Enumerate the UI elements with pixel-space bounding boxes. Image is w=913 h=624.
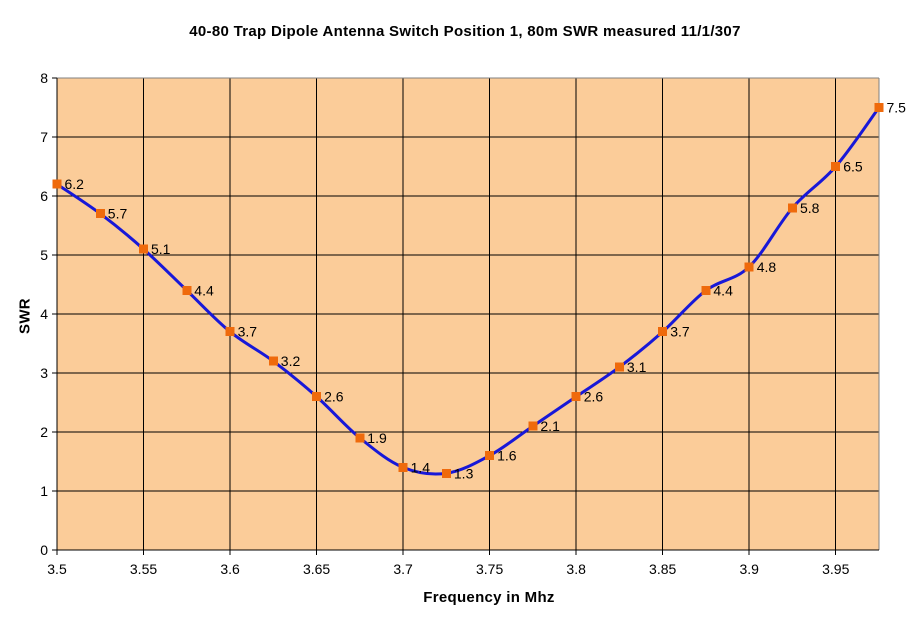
plot-border (57, 77, 880, 550)
x-tick-label: 3.55 (130, 561, 157, 577)
data-point-label: 3.1 (627, 359, 647, 375)
x-tick-label: 3.75 (476, 561, 503, 577)
data-point-label: 3.2 (281, 353, 301, 369)
y-tick-label: 6 (40, 188, 48, 204)
x-tick-label: 3.85 (649, 561, 676, 577)
data-point-marker (95, 209, 105, 219)
x-axis-title: Frequency in Mhz (423, 589, 555, 606)
data-point-marker (701, 285, 711, 295)
data-point-marker (225, 327, 235, 337)
data-point-label: 5.1 (151, 241, 171, 257)
data-point-label: 1.9 (367, 430, 387, 446)
x-tick-label: 3.65 (303, 561, 330, 577)
data-point-marker (485, 451, 495, 461)
data-point-label: 6.5 (843, 159, 863, 175)
y-tick-label: 5 (40, 247, 48, 263)
data-point-label: 4.4 (713, 282, 733, 298)
y-tick-label: 2 (40, 424, 48, 440)
x-tick-label: 3.8 (566, 561, 586, 577)
data-point-label: 5.7 (108, 206, 128, 222)
data-point-marker (52, 179, 62, 189)
data-point-label: 2.6 (324, 389, 344, 405)
chart-title: 40-80 Trap Dipole Antenna Switch Positio… (189, 23, 741, 40)
data-point-marker (398, 462, 408, 472)
x-tick-label: 3.9 (739, 561, 759, 577)
data-point-marker (831, 162, 841, 171)
y-tick-label: 1 (40, 483, 48, 499)
y-tick-label: 3 (40, 365, 48, 381)
data-point-marker (312, 392, 322, 402)
data-point-label: 3.7 (670, 324, 690, 340)
data-point-label: 4.8 (757, 259, 777, 275)
data-point-marker (571, 392, 581, 402)
data-point-label: 2.6 (584, 389, 604, 405)
data-point-label: 1.4 (411, 459, 431, 475)
data-point-marker (441, 468, 451, 478)
x-tick-label: 3.95 (822, 561, 849, 577)
data-point-marker (139, 244, 148, 254)
x-tick-label: 3.6 (220, 561, 240, 577)
data-point-marker (788, 203, 797, 213)
axes (52, 77, 879, 555)
data-point-label: 7.5 (887, 100, 907, 116)
data-points: 6.2 5.7 5.1 4.4 3.7 3.2 2.6 1.9 1.4 1.3 1.6 2.1 2.6 3… (52, 100, 907, 481)
data-point-marker (268, 356, 278, 366)
x-tick-label: 3.5 (47, 561, 67, 577)
y-tick-label: 7 (40, 129, 48, 145)
data-point-marker (874, 103, 884, 112)
gridlines (57, 78, 879, 550)
y-tick-label: 4 (40, 306, 48, 322)
data-point-label: 1.6 (497, 448, 517, 464)
data-point-marker (658, 327, 668, 337)
data-point-marker (355, 433, 365, 443)
data-point-marker (614, 362, 624, 372)
data-point-label: 1.3 (454, 465, 474, 481)
data-point-label: 4.4 (194, 282, 214, 298)
data-point-marker (744, 262, 754, 272)
y-tick-label: 0 (40, 542, 48, 558)
x-tick-label: 3.7 (393, 561, 413, 577)
y-tick-label: 8 (40, 70, 48, 86)
data-point-marker (528, 421, 538, 431)
data-point-marker (182, 285, 192, 295)
data-point-label: 6.2 (65, 176, 85, 192)
data-point-label: 3.7 (238, 324, 258, 340)
data-point-label: 2.1 (540, 418, 560, 434)
data-point-label: 5.8 (800, 200, 820, 216)
tick-labels: 0 1 2 3 4 5 6 7 8 3.5 3.55 3.6 3.65 3.7 3.75 3.8 3.85 3.9… (40, 70, 849, 577)
